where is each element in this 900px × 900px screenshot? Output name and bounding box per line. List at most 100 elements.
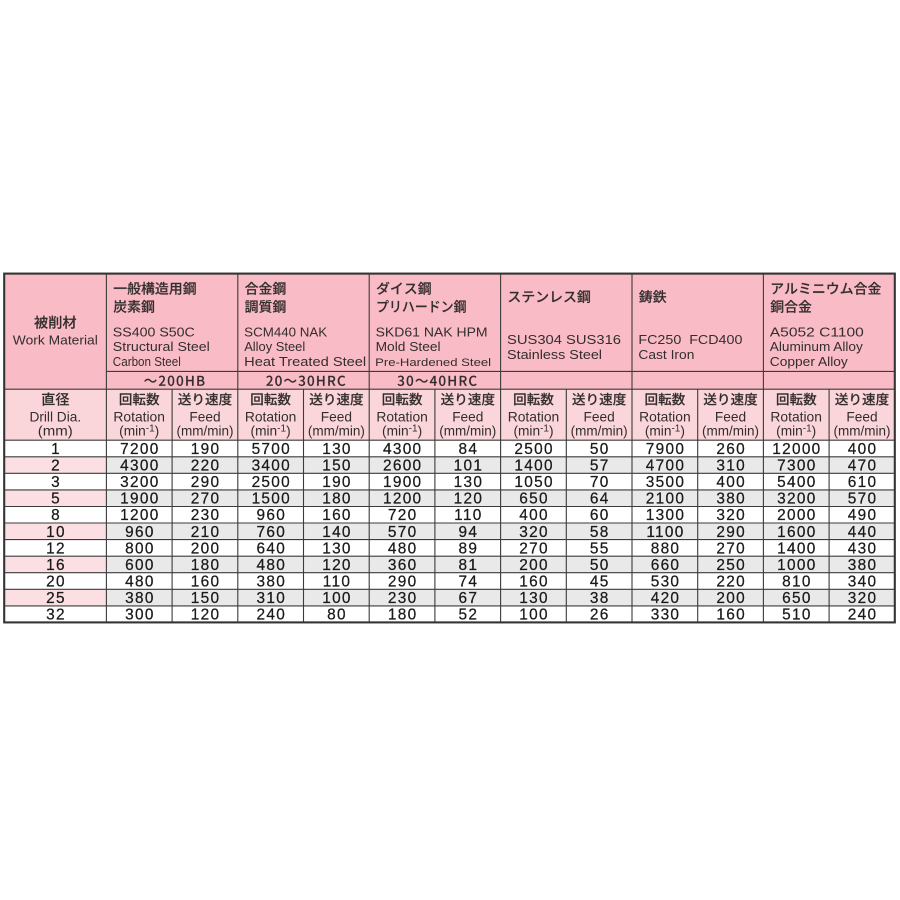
svg-text:(mm/min): (mm/min) xyxy=(834,424,891,439)
svg-text:490: 490 xyxy=(848,507,878,524)
svg-text:510: 510 xyxy=(782,607,812,624)
svg-text:70: 70 xyxy=(590,474,610,491)
svg-text:(mm/min): (mm/min) xyxy=(177,424,234,439)
svg-text:16: 16 xyxy=(46,557,66,574)
svg-text:640: 640 xyxy=(257,540,287,557)
svg-text:380: 380 xyxy=(848,557,878,574)
svg-text:320: 320 xyxy=(716,507,746,524)
svg-text:300: 300 xyxy=(125,607,155,624)
svg-text:Feed: Feed xyxy=(846,410,877,425)
svg-text:570: 570 xyxy=(388,524,418,541)
svg-text:12000: 12000 xyxy=(772,441,821,458)
svg-text:1400: 1400 xyxy=(777,540,816,557)
svg-text:160: 160 xyxy=(322,507,352,524)
svg-text:1900: 1900 xyxy=(120,491,159,508)
svg-text:3200: 3200 xyxy=(120,474,159,491)
svg-text:1900: 1900 xyxy=(383,474,422,491)
svg-text:38: 38 xyxy=(590,590,610,607)
svg-text:101: 101 xyxy=(454,458,484,475)
svg-text:220: 220 xyxy=(716,574,746,591)
svg-text:12: 12 xyxy=(46,540,66,557)
svg-text:7900: 7900 xyxy=(646,441,685,458)
svg-text:58: 58 xyxy=(590,524,610,541)
svg-text:100: 100 xyxy=(519,607,549,624)
svg-text:260: 260 xyxy=(716,441,746,458)
svg-text:10: 10 xyxy=(46,524,66,541)
svg-text:2: 2 xyxy=(51,458,61,475)
svg-text:SCM440 NAK: SCM440 NAK xyxy=(244,325,327,340)
svg-text:270: 270 xyxy=(519,540,549,557)
svg-text:Mold Steel: Mold Steel xyxy=(376,339,441,354)
svg-text:270: 270 xyxy=(191,491,221,508)
svg-text:Feed: Feed xyxy=(583,410,614,425)
svg-text:2600: 2600 xyxy=(383,458,422,475)
svg-text:FC250 FCD400: FC250 FCD400 xyxy=(638,332,742,347)
svg-text:50: 50 xyxy=(590,441,610,458)
svg-text:320: 320 xyxy=(519,524,549,541)
svg-text:210: 210 xyxy=(191,524,221,541)
svg-text:1050: 1050 xyxy=(514,474,553,491)
svg-text:55: 55 xyxy=(590,540,610,557)
svg-text:140: 140 xyxy=(322,524,352,541)
svg-text:240: 240 xyxy=(848,607,878,624)
svg-text:400: 400 xyxy=(716,474,746,491)
svg-text:Work Material: Work Material xyxy=(13,332,98,347)
svg-text:290: 290 xyxy=(191,474,221,491)
svg-text:480: 480 xyxy=(388,540,418,557)
svg-text:1100: 1100 xyxy=(646,524,684,541)
svg-text:110: 110 xyxy=(454,507,482,524)
svg-text:310: 310 xyxy=(257,590,287,607)
svg-text:80: 80 xyxy=(327,607,347,624)
svg-text:Rotation: Rotation xyxy=(113,410,165,425)
svg-text:50: 50 xyxy=(590,557,610,574)
svg-text:60: 60 xyxy=(590,507,610,524)
svg-text:7200: 7200 xyxy=(120,441,159,458)
svg-text:110: 110 xyxy=(323,574,351,591)
svg-text:25: 25 xyxy=(46,590,66,607)
svg-text:5: 5 xyxy=(51,491,61,508)
svg-text:5700: 5700 xyxy=(252,441,291,458)
svg-text:1400: 1400 xyxy=(514,458,553,475)
svg-text:57: 57 xyxy=(590,458,610,475)
svg-text:270: 270 xyxy=(716,540,746,557)
svg-text:Aluminum Alloy: Aluminum Alloy xyxy=(770,339,864,354)
svg-text:Cast Iron: Cast Iron xyxy=(638,347,694,362)
svg-text:Pre-Hardened Steel: Pre-Hardened Steel xyxy=(375,357,491,369)
svg-text:A5052 C1100: A5052 C1100 xyxy=(770,325,864,340)
svg-text:200: 200 xyxy=(716,590,746,607)
svg-text:Rotation: Rotation xyxy=(508,410,560,425)
svg-text:380: 380 xyxy=(125,590,155,607)
svg-text:530: 530 xyxy=(651,574,681,591)
svg-text:SKD61 NAK HPM: SKD61 NAK HPM xyxy=(376,325,488,340)
svg-text:480: 480 xyxy=(125,574,155,591)
svg-text:470: 470 xyxy=(848,458,878,475)
svg-text:430: 430 xyxy=(848,540,878,557)
svg-text:330: 330 xyxy=(651,607,681,624)
svg-text:4300: 4300 xyxy=(383,441,422,458)
svg-text:290: 290 xyxy=(716,524,746,541)
svg-text:3400: 3400 xyxy=(252,458,291,475)
svg-text:Feed: Feed xyxy=(321,410,352,425)
svg-text:Rotation: Rotation xyxy=(770,410,822,425)
svg-text:32: 32 xyxy=(46,607,66,624)
svg-text:290: 290 xyxy=(388,574,418,591)
svg-text:3500: 3500 xyxy=(646,474,685,491)
svg-text:Rotation: Rotation xyxy=(245,410,297,425)
svg-text:120: 120 xyxy=(454,491,484,508)
svg-text:Stainless Steel: Stainless Steel xyxy=(507,347,602,362)
svg-text:250: 250 xyxy=(716,557,746,574)
svg-text:880: 880 xyxy=(651,540,681,557)
svg-text:1000: 1000 xyxy=(777,557,816,574)
svg-text:Structural Steel: Structural Steel xyxy=(113,339,210,354)
svg-text:64: 64 xyxy=(590,491,610,508)
svg-text:3: 3 xyxy=(51,474,61,491)
svg-text:650: 650 xyxy=(519,491,549,508)
svg-text:810: 810 xyxy=(782,574,812,591)
svg-text:200: 200 xyxy=(191,540,221,557)
svg-text:160: 160 xyxy=(191,574,221,591)
svg-text:(mm/min): (mm/min) xyxy=(439,424,496,439)
svg-text:Drill Dia.: Drill Dia. xyxy=(29,410,81,425)
svg-text:1600: 1600 xyxy=(777,524,816,541)
svg-text:600: 600 xyxy=(125,557,155,574)
svg-text:180: 180 xyxy=(322,491,352,508)
